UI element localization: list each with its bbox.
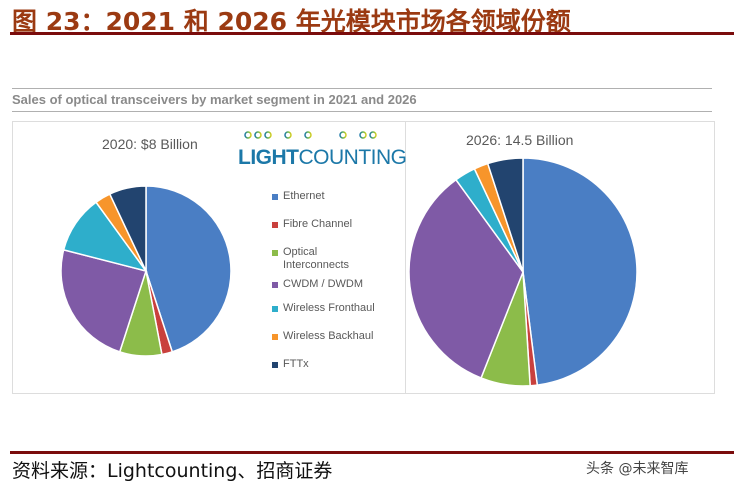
legend-swatch	[272, 362, 278, 368]
legend-label: CWDM / DWDM	[283, 278, 364, 290]
subtitle-rule-top	[12, 88, 712, 89]
logo-text: LIGHTCOUNTING	[238, 146, 407, 169]
pie-slice-ethernet	[522, 157, 638, 386]
pie-slice-cwdm-dwdm	[60, 248, 147, 353]
legend-label: Wireless Fronthaul	[283, 302, 375, 314]
legend-item: Fibre Channel	[272, 218, 382, 231]
legend-label: Wireless Backhaul	[283, 330, 374, 342]
logo-dots-icon	[238, 131, 388, 139]
footer-rule	[10, 451, 734, 454]
pie-title-2026: 2026: 14.5 Billion	[466, 132, 574, 148]
legend-item: Wireless Fronthaul	[272, 302, 382, 315]
subtitle-rule-bottom	[12, 111, 712, 112]
legend-item: Optical Interconnects	[272, 246, 382, 272]
legend-swatch	[272, 334, 278, 340]
legend-swatch	[272, 282, 278, 288]
legend-swatch	[272, 194, 278, 200]
source-note: 资料来源：Lightcounting、招商证券	[12, 460, 333, 482]
legend-item: FTTx	[272, 358, 382, 371]
legend-label: Ethernet	[283, 190, 325, 202]
pie-slice-ethernet	[145, 185, 232, 353]
chart-subtitle: Sales of optical transceivers by market …	[12, 92, 417, 107]
legend-label: Optical Interconnects	[283, 246, 350, 271]
panel-divider	[405, 121, 406, 394]
pie-title-2020: 2020: $8 Billion	[102, 136, 198, 152]
figure-title: 图 23：2021 和 2026 年光模块市场各领域份额	[12, 7, 571, 36]
title-rule	[10, 32, 734, 35]
legend-item: Wireless Backhaul	[272, 330, 382, 343]
pie-slice-fttx	[108, 185, 147, 272]
legend-item: Ethernet	[272, 190, 382, 203]
legend-swatch	[272, 306, 278, 312]
legend-item: CWDM / DWDM	[272, 278, 382, 291]
legend-swatch	[272, 222, 278, 228]
pie-slice-cwdm-dwdm	[408, 178, 524, 379]
legend-label: Fibre Channel	[283, 218, 353, 230]
legend-label: FTTx	[283, 358, 309, 370]
chart-frame	[12, 121, 715, 394]
legend-swatch	[272, 250, 278, 256]
pie-slice-fttx	[486, 157, 524, 273]
watermark: 头条 @未来智库	[586, 461, 689, 477]
lightcounting-logo: LIGHTCOUNTING	[238, 128, 407, 170]
